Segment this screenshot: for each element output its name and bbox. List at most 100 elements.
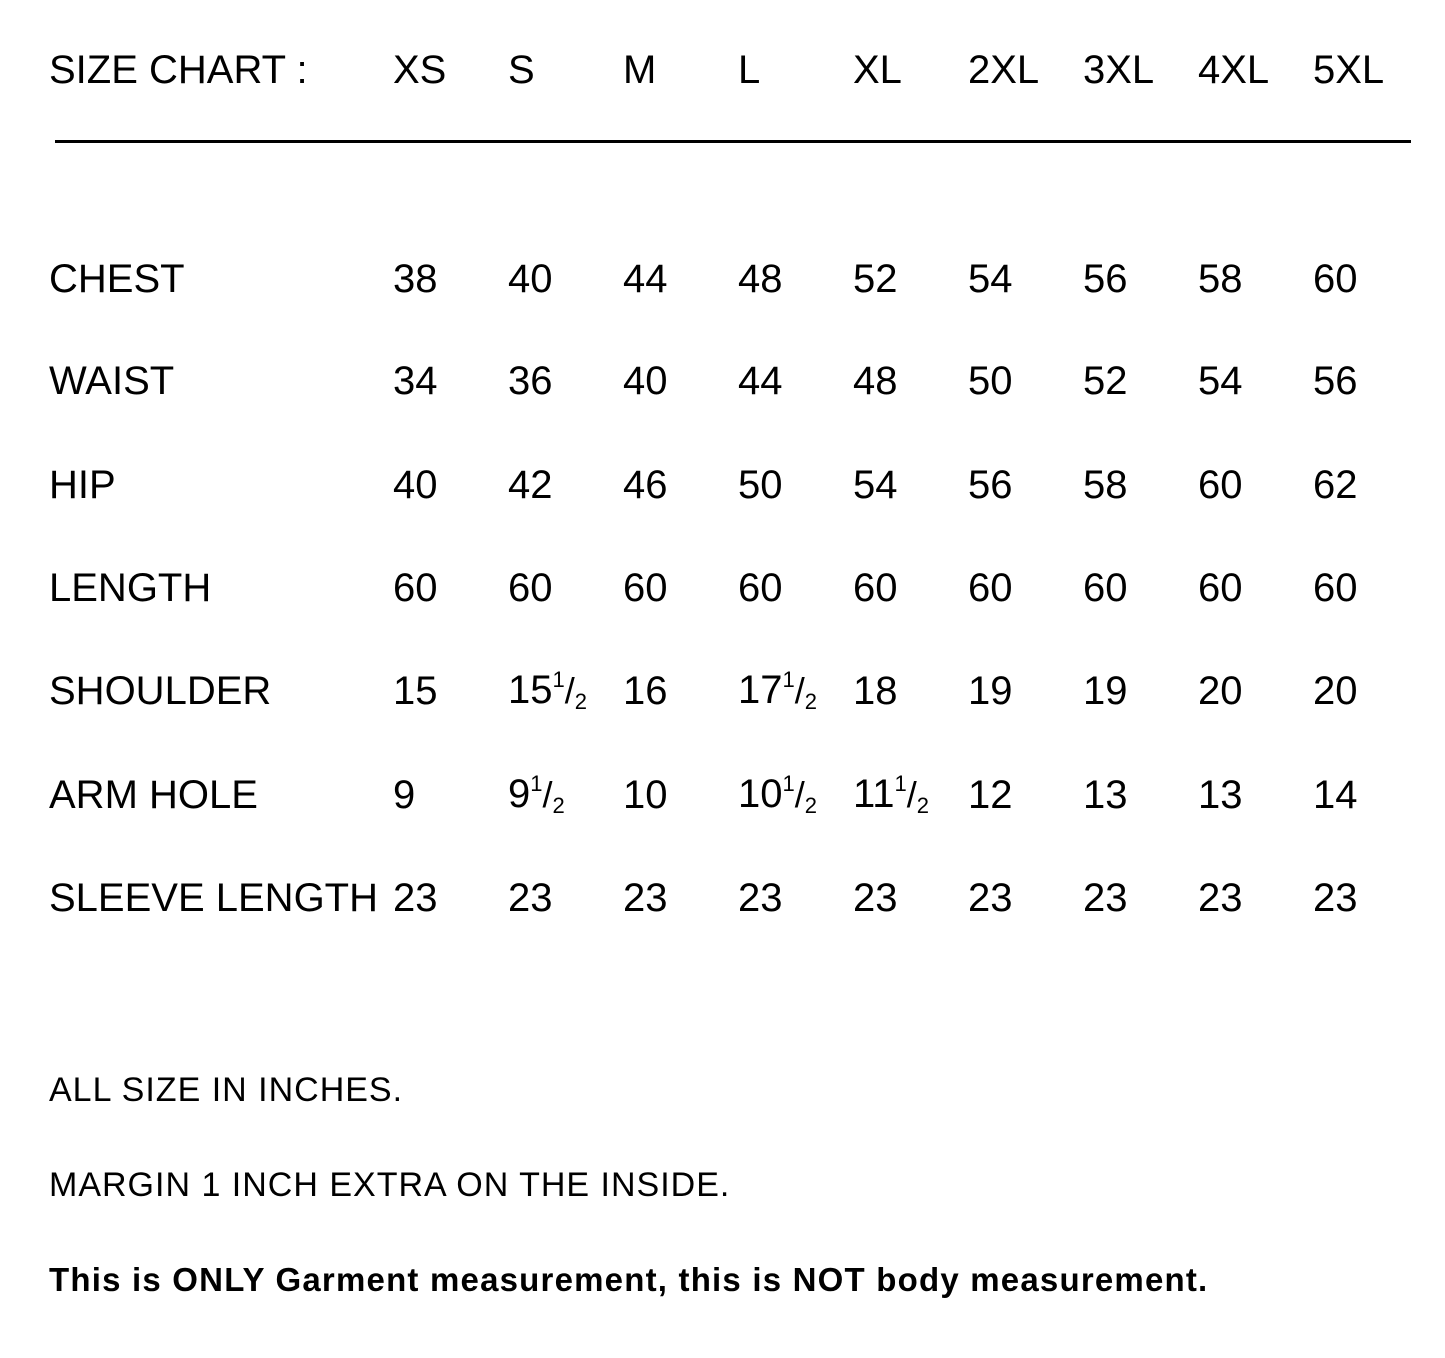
whole: 60 xyxy=(393,565,438,610)
measurement-value: 15 xyxy=(393,669,508,714)
measurement-value: 23 xyxy=(508,876,623,921)
measurement-label: WAIST xyxy=(49,358,175,403)
whole: 60 xyxy=(738,565,783,610)
measurement-value: 13 xyxy=(1083,773,1198,818)
measurement-value: 60 xyxy=(968,566,1083,611)
measurement-value: 54 xyxy=(1198,359,1313,404)
measurement-value: 40 xyxy=(508,257,623,302)
whole: 46 xyxy=(623,462,668,507)
fraction-numerator: 1 xyxy=(530,771,543,796)
whole: 36 xyxy=(508,358,553,403)
measurement-label: ARM HOLE xyxy=(49,772,258,817)
whole: 19 xyxy=(1083,668,1128,713)
whole: 12 xyxy=(968,772,1013,817)
header-divider xyxy=(55,140,1411,143)
measurement-label: HIP xyxy=(49,462,116,507)
whole: 56 xyxy=(968,462,1013,507)
table-row: LENGTH 60 60 60 60 60 60 60 60 60 xyxy=(49,558,1428,618)
whole: 58 xyxy=(1198,256,1243,301)
whole: 20 xyxy=(1313,668,1358,713)
fraction-denominator: 2 xyxy=(804,793,818,818)
measurement-value: 60 xyxy=(1198,566,1313,611)
measurement-value: 10 xyxy=(623,773,738,818)
fraction-numerator: 1 xyxy=(552,667,565,692)
measurement-value: 58 xyxy=(1198,257,1313,302)
measurement-value: 12 xyxy=(968,773,1083,818)
measurement-value: 56 xyxy=(968,463,1083,508)
whole: 50 xyxy=(738,462,783,507)
whole: 13 xyxy=(1198,772,1243,817)
measurement-value: 54 xyxy=(853,463,968,508)
fraction-slash: / xyxy=(906,774,917,815)
whole: 15 xyxy=(508,668,553,712)
whole: 11 xyxy=(853,772,895,816)
measurement-value: 23 xyxy=(1313,876,1428,921)
whole: 13 xyxy=(1083,772,1128,817)
measurement-value: 60 xyxy=(508,566,623,611)
measurement-value: 101/2 xyxy=(738,771,853,819)
whole: 54 xyxy=(853,462,898,507)
fraction-slash: / xyxy=(794,670,805,711)
whole: 60 xyxy=(623,565,668,610)
whole: 54 xyxy=(968,256,1013,301)
whole: 40 xyxy=(393,462,438,507)
whole: 9 xyxy=(393,772,416,817)
whole: 23 xyxy=(393,875,438,920)
measurement-value: 171/2 xyxy=(738,667,853,715)
measurement-value: 60 xyxy=(393,566,508,611)
measurement-value: 20 xyxy=(1313,669,1428,714)
whole: 48 xyxy=(738,256,783,301)
whole: 23 xyxy=(853,875,898,920)
fraction-denominator: 2 xyxy=(574,689,588,714)
size-column-header: 2XL xyxy=(968,47,1040,92)
measurement-value: 23 xyxy=(393,876,508,921)
whole: 60 xyxy=(1083,565,1128,610)
measurement-value: 36 xyxy=(508,359,623,404)
measurement-value: 23 xyxy=(738,876,853,921)
measurement-label: CHEST xyxy=(49,256,185,301)
whole: 44 xyxy=(738,358,783,403)
size-column-header: XS xyxy=(393,47,447,92)
whole: 44 xyxy=(623,256,668,301)
measurement-value: 60 xyxy=(738,566,853,611)
whole: 10 xyxy=(738,772,783,816)
whole: 60 xyxy=(968,565,1013,610)
whole: 60 xyxy=(853,565,898,610)
size-chart-title: SIZE CHART : xyxy=(49,47,308,92)
margin-note: MARGIN 1 INCH EXTRA ON THE INSIDE. xyxy=(49,1166,731,1204)
measurement-value: 19 xyxy=(1083,669,1198,714)
whole: 14 xyxy=(1313,772,1358,817)
fraction-numerator: 1 xyxy=(894,771,907,796)
whole: 17 xyxy=(738,668,783,712)
table-row: WAIST 34 36 40 44 48 50 52 54 56 xyxy=(49,351,1428,411)
whole: 58 xyxy=(1083,462,1128,507)
measurement-value: 44 xyxy=(738,359,853,404)
fraction-slash: / xyxy=(564,670,575,711)
table-row: CHEST 38 40 44 48 52 54 56 58 60 xyxy=(49,249,1428,309)
measurement-value: 23 xyxy=(853,876,968,921)
whole: 19 xyxy=(968,668,1013,713)
measurement-value: 52 xyxy=(1083,359,1198,404)
whole: 56 xyxy=(1083,256,1128,301)
whole: 38 xyxy=(393,256,438,301)
measurement-value: 18 xyxy=(853,669,968,714)
measurement-value: 14 xyxy=(1313,773,1428,818)
measurement-value: 9 xyxy=(393,773,508,818)
units-note: ALL SIZE IN INCHES. xyxy=(49,1071,404,1109)
measurement-value: 23 xyxy=(1198,876,1313,921)
measurement-value: 16 xyxy=(623,669,738,714)
whole: 50 xyxy=(968,358,1013,403)
measurement-value: 40 xyxy=(623,359,738,404)
whole: 23 xyxy=(623,875,668,920)
measurement-value: 13 xyxy=(1198,773,1313,818)
size-column-header: L xyxy=(738,47,761,92)
measurement-value: 56 xyxy=(1083,257,1198,302)
measurement-label: SHOULDER xyxy=(49,668,272,713)
whole: 56 xyxy=(1313,358,1358,403)
whole: 60 xyxy=(1198,462,1243,507)
size-column-header: S xyxy=(508,47,535,92)
size-column-header: XL xyxy=(853,47,902,92)
fraction-slash: / xyxy=(542,774,553,815)
measurement-value: 50 xyxy=(738,463,853,508)
whole: 23 xyxy=(1313,875,1358,920)
